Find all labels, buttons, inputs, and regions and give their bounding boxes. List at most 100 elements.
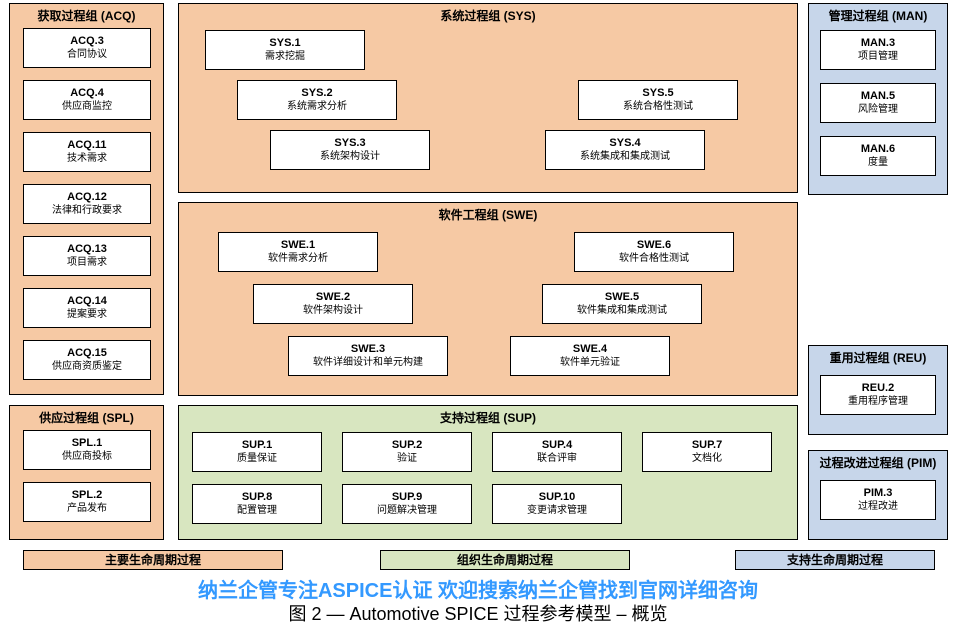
proc-label: 软件集成和集成测试 xyxy=(577,305,667,317)
proc-acq-13: ACQ.13项目需求 xyxy=(23,236,151,276)
proc-label: 软件详细设计和单元构建 xyxy=(313,357,423,369)
proc-swe-5: SWE.5软件集成和集成测试 xyxy=(542,284,702,324)
proc-label: 供应商资质鉴定 xyxy=(52,361,122,373)
proc-code: SYS.5 xyxy=(642,87,673,100)
proc-label: 重用程序管理 xyxy=(848,396,908,408)
proc-label: 系统需求分析 xyxy=(287,101,347,113)
proc-sys-3: SYS.3系统架构设计 xyxy=(270,130,430,170)
proc-spl-1: SPL.1供应商投标 xyxy=(23,430,151,470)
proc-label: 合同协议 xyxy=(67,49,107,61)
proc-label: 质量保证 xyxy=(237,453,277,465)
proc-code: ACQ.12 xyxy=(67,191,107,204)
proc-code: SWE.2 xyxy=(316,291,350,304)
proc-acq-14: ACQ.14提案要求 xyxy=(23,288,151,328)
proc-swe-6: SWE.6软件合格性测试 xyxy=(574,232,734,272)
proc-code: REU.2 xyxy=(862,382,894,395)
proc-swe-2: SWE.2软件架构设计 xyxy=(253,284,413,324)
proc-sup-2: SUP.2验证 xyxy=(342,432,472,472)
proc-sup-9: SUP.9问题解决管理 xyxy=(342,484,472,524)
proc-label: 配置管理 xyxy=(237,505,277,517)
proc-acq-4: ACQ.4供应商监控 xyxy=(23,80,151,120)
proc-code: ACQ.15 xyxy=(67,347,107,360)
proc-code: SUP.7 xyxy=(692,439,722,452)
proc-code: SYS.1 xyxy=(269,37,300,50)
proc-acq-11: ACQ.11技术需求 xyxy=(23,132,151,172)
proc-label: 提案要求 xyxy=(67,309,107,321)
proc-man-5: MAN.5风险管理 xyxy=(820,83,936,123)
proc-code: MAN.6 xyxy=(861,143,895,156)
proc-code: SUP.9 xyxy=(392,491,422,504)
proc-code: SUP.1 xyxy=(242,439,272,452)
proc-swe-3: SWE.3软件详细设计和单元构建 xyxy=(288,336,448,376)
proc-sys-5: SYS.5系统合格性测试 xyxy=(578,80,738,120)
proc-label: 软件需求分析 xyxy=(268,253,328,265)
group-title-sup: 支持过程组 (SUP) xyxy=(179,406,797,428)
proc-code: SYS.2 xyxy=(301,87,332,100)
proc-label: 系统集成和集成测试 xyxy=(580,151,670,163)
proc-spl-2: SPL.2产品发布 xyxy=(23,482,151,522)
proc-label: 问题解决管理 xyxy=(377,505,437,517)
proc-code: SUP.10 xyxy=(539,491,576,504)
proc-label: 产品发布 xyxy=(67,503,107,515)
footer-promo: 纳兰企管专注ASPICE认证 欢迎搜索纳兰企管找到官网详细咨询 xyxy=(0,574,956,603)
proc-label: 软件合格性测试 xyxy=(619,253,689,265)
proc-code: ACQ.13 xyxy=(67,243,107,256)
proc-code: SWE.6 xyxy=(637,239,671,252)
legend-1: 组织生命周期过程 xyxy=(380,550,630,570)
proc-code: ACQ.4 xyxy=(70,87,104,100)
proc-label: 软件单元验证 xyxy=(560,357,620,369)
proc-label: 项目需求 xyxy=(67,257,107,269)
proc-sup-4: SUP.4联合评审 xyxy=(492,432,622,472)
proc-label: 需求挖掘 xyxy=(265,51,305,63)
proc-label: 项目管理 xyxy=(858,51,898,63)
proc-label: 供应商投标 xyxy=(62,451,112,463)
proc-label: 供应商监控 xyxy=(62,101,112,113)
proc-acq-12: ACQ.12法律和行政要求 xyxy=(23,184,151,224)
proc-swe-1: SWE.1软件需求分析 xyxy=(218,232,378,272)
group-title-spl: 供应过程组 (SPL) xyxy=(10,406,163,428)
proc-sup-1: SUP.1质量保证 xyxy=(192,432,322,472)
proc-label: 过程改进 xyxy=(858,501,898,513)
group-title-man: 管理过程组 (MAN) xyxy=(809,4,947,26)
proc-code: ACQ.14 xyxy=(67,295,107,308)
proc-sup-10: SUP.10变更请求管理 xyxy=(492,484,622,524)
proc-label: 验证 xyxy=(397,453,417,465)
proc-pim-3: PIM.3过程改进 xyxy=(820,480,936,520)
proc-sys-4: SYS.4系统集成和集成测试 xyxy=(545,130,705,170)
proc-code: PIM.3 xyxy=(864,487,893,500)
proc-code: SWE.5 xyxy=(605,291,639,304)
proc-sup-8: SUP.8配置管理 xyxy=(192,484,322,524)
proc-acq-3: ACQ.3合同协议 xyxy=(23,28,151,68)
proc-label: 度量 xyxy=(868,157,888,169)
group-title-reu: 重用过程组 (REU) xyxy=(809,346,947,368)
proc-code: SWE.1 xyxy=(281,239,315,252)
proc-label: 系统合格性测试 xyxy=(623,101,693,113)
proc-code: SYS.4 xyxy=(609,137,640,150)
legend-2: 支持生命周期过程 xyxy=(735,550,935,570)
proc-code: MAN.3 xyxy=(861,37,895,50)
proc-code: MAN.5 xyxy=(861,90,895,103)
group-title-sys: 系统过程组 (SYS) xyxy=(179,4,797,26)
footer-caption: 图 2 — Automotive SPICE 过程参考模型 – 概览 xyxy=(0,600,956,626)
proc-sys-2: SYS.2系统需求分析 xyxy=(237,80,397,120)
proc-label: 技术需求 xyxy=(67,153,107,165)
proc-code: SWE.3 xyxy=(351,343,385,356)
proc-code: SYS.3 xyxy=(334,137,365,150)
proc-label: 法律和行政要求 xyxy=(52,205,122,217)
proc-code: SPL.2 xyxy=(72,489,103,502)
proc-label: 联合评审 xyxy=(537,453,577,465)
proc-label: 系统架构设计 xyxy=(320,151,380,163)
proc-reu-2: REU.2重用程序管理 xyxy=(820,375,936,415)
proc-code: SUP.4 xyxy=(542,439,572,452)
proc-sup-7: SUP.7文档化 xyxy=(642,432,772,472)
proc-code: ACQ.3 xyxy=(70,35,104,48)
group-title-pim: 过程改进过程组 (PIM) xyxy=(809,451,947,473)
legend-0: 主要生命周期过程 xyxy=(23,550,283,570)
proc-code: SUP.2 xyxy=(392,439,422,452)
proc-man-3: MAN.3项目管理 xyxy=(820,30,936,70)
proc-label: 软件架构设计 xyxy=(303,305,363,317)
proc-code: SPL.1 xyxy=(72,437,103,450)
group-title-swe: 软件工程组 (SWE) xyxy=(179,203,797,225)
proc-label: 变更请求管理 xyxy=(527,505,587,517)
group-title-acq: 获取过程组 (ACQ) xyxy=(10,4,163,26)
